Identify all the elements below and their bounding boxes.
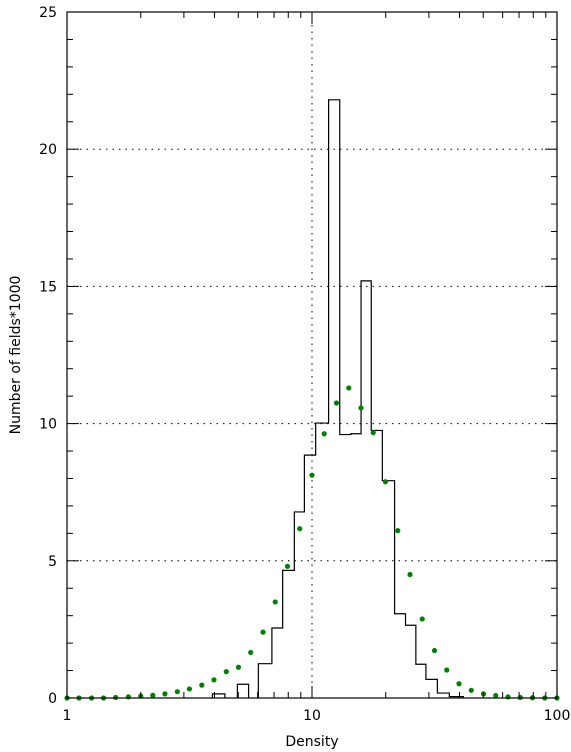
data-point [260, 629, 266, 635]
data-point [162, 691, 168, 697]
data-point [199, 682, 205, 688]
data-point [505, 694, 511, 700]
data-point [468, 687, 474, 693]
y-tick-label: 0 [48, 691, 57, 707]
data-point [321, 431, 327, 437]
data-point [395, 528, 401, 534]
data-point [358, 405, 364, 411]
data-point [333, 400, 340, 406]
data-point [431, 647, 438, 654]
data-point [407, 571, 413, 578]
data-point [419, 616, 425, 622]
data-point [211, 677, 217, 683]
y-tick-label: 10 [39, 417, 57, 433]
data-point [382, 479, 389, 485]
x-tick-label: 10 [303, 708, 321, 724]
data-point [493, 692, 499, 699]
y-tick-label: 5 [48, 554, 57, 570]
x-tick-label: 1 [63, 708, 72, 724]
x-tick-label: 100 [544, 708, 571, 724]
data-point [150, 692, 156, 698]
data-point [444, 667, 450, 673]
data-point [284, 563, 291, 569]
data-point [272, 599, 278, 605]
plot-frame [66, 11, 558, 699]
axis-tick-labels: 1 10 100 0 5 10 15 20 25 [39, 5, 570, 724]
data-point [235, 664, 242, 670]
data-point [370, 430, 376, 436]
axis-ticks [66, 11, 558, 699]
x-axis-label: Density [285, 734, 338, 750]
data-point [174, 689, 180, 695]
grid-lines [67, 12, 557, 698]
y-tick-label: 25 [39, 5, 57, 21]
data-point [125, 694, 131, 700]
data-point [297, 526, 303, 532]
histogram-outline [211, 99, 464, 698]
y-tick-label: 20 [39, 142, 57, 158]
data-point [456, 681, 462, 687]
y-tick-label: 15 [39, 279, 57, 295]
green-points-series [64, 385, 560, 701]
data-point [309, 472, 315, 478]
data-point [346, 385, 352, 391]
data-point [223, 669, 229, 675]
y-axis-label: Number of fields*1000 [8, 276, 24, 435]
data-point [248, 649, 254, 656]
data-point [186, 686, 193, 692]
